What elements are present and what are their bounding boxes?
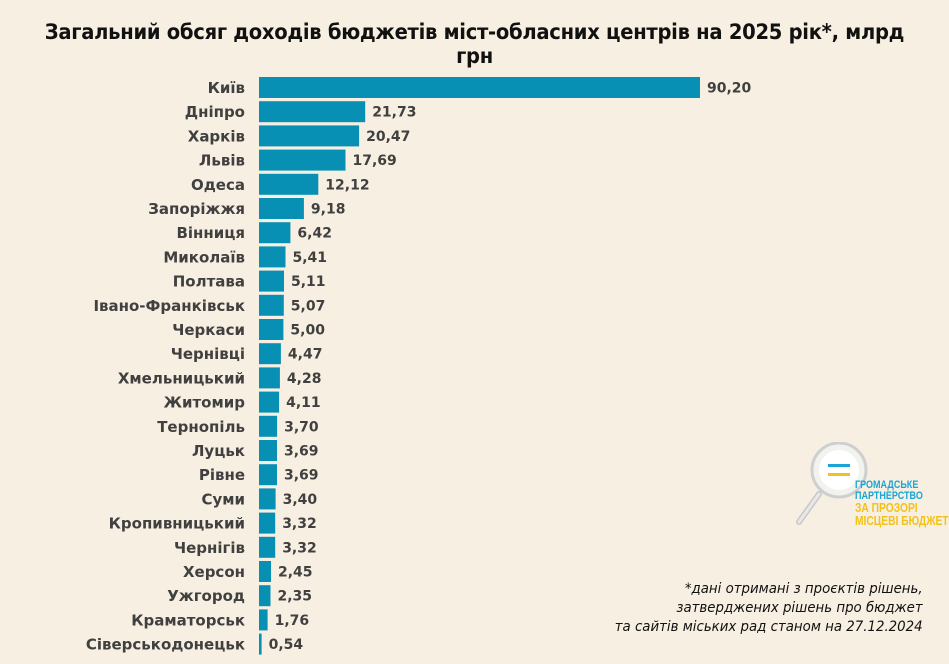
category-label: Чернівці: [171, 345, 245, 363]
value-label: 21,73: [372, 105, 416, 121]
value-label: 3,70: [284, 419, 319, 435]
bar-12: [259, 367, 280, 389]
bar-2: [259, 125, 360, 147]
bar-6: [259, 222, 291, 244]
value-label: 3,40: [283, 492, 318, 508]
bar-9: [259, 294, 284, 316]
value-label: 3,32: [282, 516, 317, 532]
logo-text: ГРОМАДСЬКЕ ПАРТНЕРСТВО ЗА ПРОЗОРІ МІСЦЕВ…: [855, 480, 949, 528]
value-label: 1,76: [275, 613, 310, 629]
category-label: Вінниця: [176, 224, 245, 242]
value-label: 5,07: [291, 298, 326, 314]
category-label: Житомир: [164, 394, 246, 412]
category-label: Чернігів: [174, 539, 245, 557]
bar-21: [259, 585, 271, 607]
bar-8: [259, 270, 284, 292]
category-label: Сіверськодонецьк: [86, 636, 245, 654]
bar-4: [259, 173, 319, 195]
footnote: *дані отримані з проєктів рішень, затвер…: [615, 580, 923, 637]
bar-13: [259, 391, 280, 413]
category-label: Кропивницький: [109, 515, 245, 533]
category-label: Херсон: [183, 563, 245, 581]
bar-15: [259, 440, 277, 461]
bar-23: [259, 633, 262, 655]
category-label: Івано-Франківськ: [93, 297, 245, 315]
footnote-line-2: затверджених рішень про бюджет: [676, 600, 923, 616]
logo-line-2: ПАРТНЕРСТВО: [855, 490, 923, 502]
category-label: Луцьк: [192, 442, 245, 460]
value-label: 20,47: [366, 129, 410, 145]
category-label: Черкаси: [172, 321, 245, 339]
bar-7: [259, 246, 286, 268]
bar-0: [259, 77, 700, 98]
logo: ГРОМАДСЬКЕ ПАРТНЕРСТВО ЗА ПРОЗОРІ МІСЦЕВ…: [793, 441, 949, 532]
footnote-line-3: та сайтів міських рад станом на 27.12.20…: [615, 619, 923, 635]
value-label: 17,69: [353, 153, 397, 169]
bar-22: [259, 609, 268, 631]
category-label: Краматорськ: [131, 611, 245, 629]
value-label: 5,00: [290, 323, 325, 339]
bar-5: [259, 198, 304, 219]
bars-layer: Київ 90,20 Дніпро 21,73 Харків 20,47 Львів 17,6…: [86, 77, 752, 655]
bar-16: [259, 464, 277, 486]
category-label: Рівне: [199, 466, 245, 484]
logo-line-1: ГРОМАДСЬКЕ: [855, 479, 919, 491]
footnote-line-1: *дані отримані з проєктів рішень,: [685, 581, 923, 597]
category-label: Дніпро: [185, 103, 245, 121]
value-label: 90,20: [707, 81, 752, 97]
value-label: 4,11: [286, 395, 321, 411]
category-label: Полтава: [173, 273, 245, 291]
value-label: 3,32: [282, 540, 317, 556]
value-label: 2,45: [278, 565, 313, 581]
value-label: 5,41: [293, 250, 328, 266]
bar-3: [259, 149, 346, 171]
category-label: Харків: [188, 127, 245, 145]
bar-19: [259, 536, 276, 558]
category-label: Ужгород: [167, 587, 245, 605]
logo-line-3: ЗА ПРОЗОРІ: [855, 501, 918, 515]
value-label: 2,35: [278, 589, 313, 605]
value-label: 5,11: [291, 274, 326, 290]
category-label: Запоріжжя: [148, 200, 245, 218]
bar-17: [259, 488, 276, 510]
value-label: 0,54: [269, 637, 304, 653]
value-label: 4,28: [287, 371, 322, 387]
category-label: Львів: [199, 152, 245, 170]
bar-1: [259, 101, 366, 123]
bar-20: [259, 561, 271, 582]
category-label: Миколаїв: [163, 248, 245, 266]
category-label: Київ: [208, 79, 245, 97]
value-label: 9,18: [311, 202, 346, 218]
bar-18: [259, 512, 276, 534]
bar-11: [259, 343, 281, 365]
chart-title: Загальний обсяг доходів бюджетів міст-об…: [44, 20, 905, 68]
value-label: 3,69: [284, 444, 319, 460]
category-label: Тернопіль: [157, 418, 245, 436]
bar-10: [259, 319, 284, 340]
logo-line-4: МІСЦЕВІ БЮДЖЕТИ!: [855, 514, 949, 528]
value-label: 12,12: [325, 177, 369, 193]
value-label: 3,69: [284, 468, 319, 484]
magnifier-logo-icon: [796, 441, 868, 525]
category-label: Суми: [201, 490, 245, 508]
value-label: 4,47: [288, 347, 323, 363]
bar-14: [259, 415, 278, 437]
value-label: 6,42: [297, 226, 332, 242]
category-label: Одеса: [191, 176, 245, 194]
category-label: Хмельницький: [118, 369, 245, 387]
